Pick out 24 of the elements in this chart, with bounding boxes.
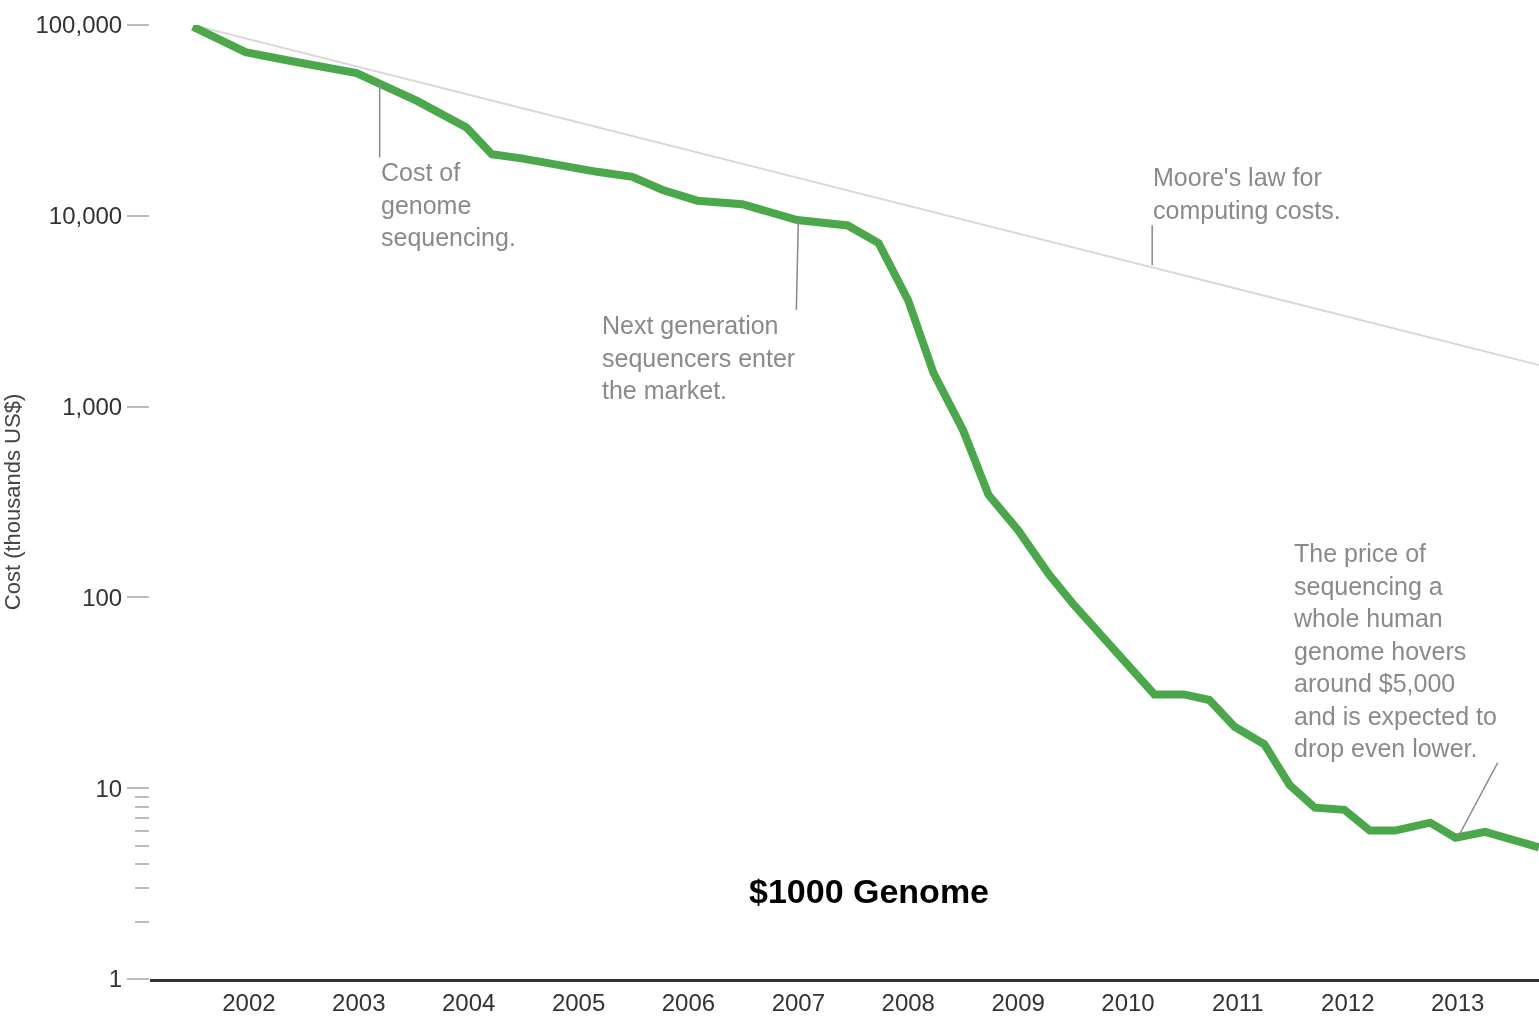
x-tick-label: 2010 [1101,988,1155,1016]
x-tick-label: 2011 [1212,988,1264,1016]
y-tick-label: 100 [82,583,123,611]
annotation: Next generation sequencers enter the market. [602,311,796,404]
x-tick-label: 2007 [771,988,826,1016]
x-tick-label: 2002 [222,988,276,1016]
annotation: Moore's law for computing costs. [1153,163,1341,224]
y-tick-label: 1,000 [62,393,123,420]
y-tick-label: 10 [95,774,123,802]
annotation: $1000 Genome [749,872,990,910]
x-tick-label: 2006 [661,988,716,1016]
y-tick-label: 100,000 [35,11,123,39]
y-axis-title: Cost (thousands US$) [0,393,25,611]
x-tick-label: 2012 [1321,988,1375,1016]
x-tick-label: 2008 [881,988,935,1016]
annotation: Cost of genome sequencing. [381,158,516,251]
y-tick-label: 10,000 [48,202,123,230]
annotation: The price of sequencing a whole human genome hovers around $5,000 and is expected to drop even lower. [1293,539,1497,762]
x-tick-label: 2013 [1430,988,1485,1016]
x-tick-label: 2009 [991,988,1045,1016]
y-tick-label: 1 [108,965,123,993]
x-tick-label: 2005 [551,988,606,1016]
x-tick-label: 2004 [441,988,496,1016]
x-tick-label: 2003 [332,988,386,1016]
